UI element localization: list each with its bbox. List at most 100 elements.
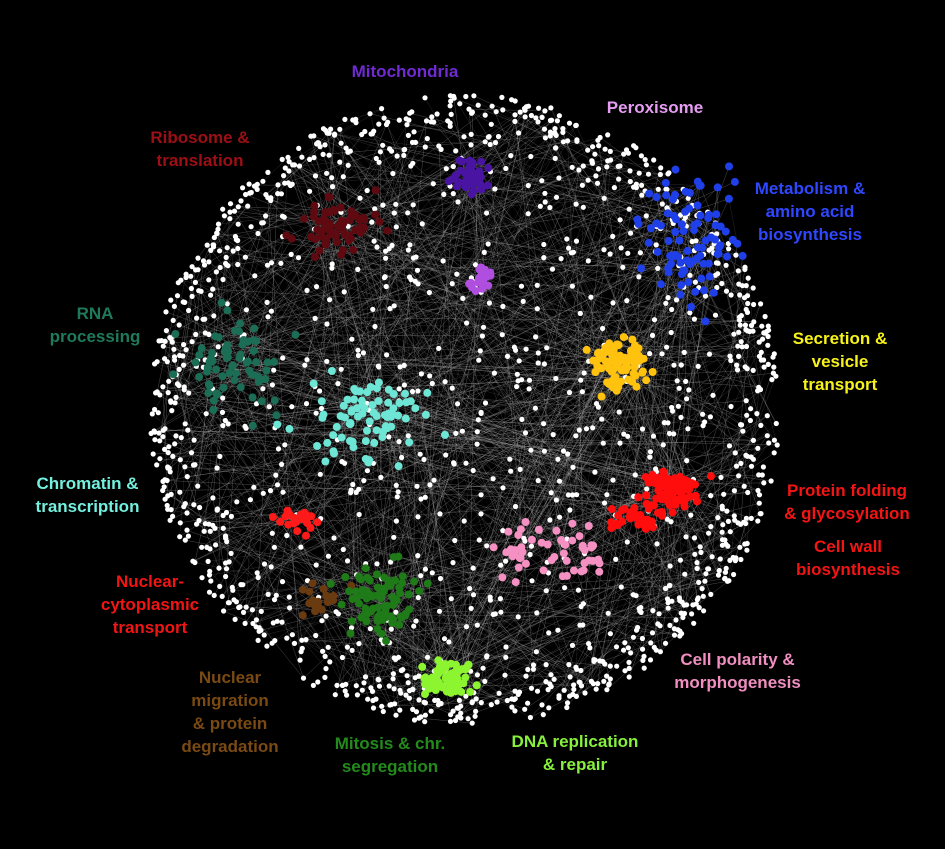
network-node — [508, 468, 514, 474]
cluster-node-protein-folding — [644, 478, 653, 487]
network-node — [458, 715, 464, 721]
network-node — [527, 714, 534, 721]
network-node — [542, 135, 549, 141]
network-node — [583, 426, 590, 432]
cluster-node-peroxisome — [477, 263, 486, 272]
network-node — [429, 380, 435, 387]
network-node — [255, 574, 261, 581]
cluster-node-cell-polarity — [552, 526, 561, 535]
cluster-node-nuclear-transport — [302, 531, 310, 540]
network-node — [400, 667, 406, 673]
network-node — [698, 549, 704, 556]
network-node — [273, 592, 279, 598]
network-node — [258, 608, 264, 615]
network-node — [736, 329, 742, 335]
network-node — [354, 692, 360, 698]
network-node — [271, 367, 277, 373]
network-node — [512, 688, 518, 694]
network-node — [176, 382, 182, 389]
network-node — [275, 182, 281, 188]
cluster-node-secretion — [631, 371, 640, 380]
label-line: translation — [156, 151, 244, 170]
network-node — [468, 131, 474, 137]
network-node — [449, 385, 455, 391]
network-node — [551, 676, 557, 682]
network-node — [380, 142, 386, 148]
cluster-node-mitosis — [395, 620, 404, 629]
cluster-node-metabolism — [668, 252, 676, 261]
network-node — [437, 511, 443, 517]
network-node — [529, 578, 535, 584]
network-node — [371, 238, 377, 244]
cluster-node-rna — [225, 368, 234, 377]
network-node — [558, 256, 564, 262]
cluster-node-chromatin — [339, 401, 348, 410]
network-node — [516, 130, 522, 136]
network-node — [217, 453, 223, 459]
network-node — [160, 434, 166, 440]
network-node — [655, 265, 661, 271]
network-node — [669, 404, 675, 411]
cluster-node-chromatin — [421, 410, 430, 419]
cluster-node-protein-folding — [648, 470, 657, 479]
network-node — [479, 333, 485, 339]
network-node — [694, 560, 700, 566]
network-node — [762, 313, 768, 320]
cluster-node-chromatin — [405, 438, 414, 447]
cluster-node-rna — [195, 372, 204, 381]
network-node — [769, 377, 775, 383]
network-node — [688, 512, 694, 518]
network-node — [266, 404, 272, 410]
network-node — [662, 585, 669, 592]
network-node — [240, 185, 246, 191]
cluster-node-chromatin — [363, 388, 372, 397]
network-node — [411, 129, 417, 135]
label-line: Cell wall — [813, 537, 883, 556]
network-node — [649, 630, 656, 636]
network-node — [683, 378, 689, 384]
network-node — [398, 690, 404, 696]
network-node — [391, 534, 397, 540]
network-node — [610, 233, 616, 239]
network-node — [260, 386, 266, 392]
network-node — [458, 710, 464, 716]
network-node — [177, 520, 183, 526]
network-node — [348, 490, 354, 496]
network-node — [691, 316, 698, 322]
network-node — [723, 262, 729, 268]
network-node — [557, 514, 563, 520]
network-node — [465, 716, 471, 722]
network-node — [691, 535, 698, 541]
network-node — [160, 478, 166, 484]
network-node — [296, 163, 303, 169]
network-node — [208, 578, 214, 584]
network-node — [379, 106, 385, 112]
network-node — [666, 430, 673, 437]
network-node — [682, 571, 688, 577]
network-node — [186, 390, 192, 396]
network-node — [210, 495, 216, 501]
network-node — [344, 644, 350, 650]
network-node — [478, 511, 484, 517]
cluster-node-metabolism — [672, 215, 680, 224]
cluster-node-mitosis — [410, 577, 419, 586]
network-node — [271, 597, 278, 603]
cluster-node-rna — [223, 353, 232, 362]
network-node — [359, 687, 365, 693]
network-node — [477, 348, 483, 354]
network-node — [475, 417, 481, 423]
network-node — [350, 481, 356, 488]
cluster-node-secretion — [619, 333, 628, 342]
network-node — [578, 667, 584, 674]
network-node — [406, 688, 413, 694]
network-node — [345, 149, 351, 155]
network-node — [691, 620, 697, 626]
cluster-node-ribosome — [349, 246, 358, 254]
network-node — [692, 279, 699, 285]
network-node — [167, 517, 173, 523]
network-node — [405, 247, 411, 253]
network-node — [636, 274, 642, 280]
network-node — [372, 206, 378, 212]
network-node — [181, 384, 187, 390]
network-node — [264, 262, 271, 268]
